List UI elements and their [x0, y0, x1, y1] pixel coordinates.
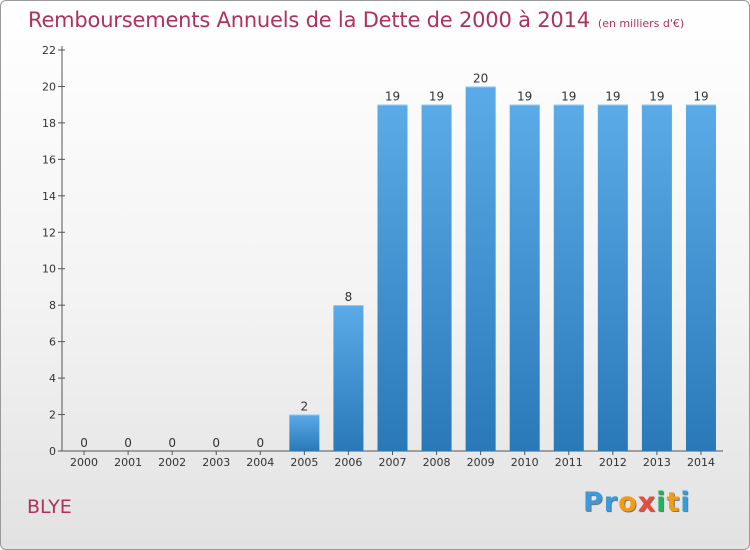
y-tick-label: 20: [42, 80, 56, 93]
y-tick-label: 4: [49, 372, 56, 385]
x-tick-label: 2009: [467, 456, 495, 469]
value-label: 19: [649, 90, 664, 104]
place-name: BLYE: [27, 496, 72, 518]
x-tick-label: 2001: [114, 456, 142, 469]
y-tick-label: 18: [42, 117, 56, 130]
chart-subtitle: (en milliers d'€): [597, 17, 685, 30]
value-label: 8: [345, 290, 353, 304]
x-tick-label: 2000: [70, 456, 98, 469]
y-tick-label: 8: [49, 299, 56, 312]
bar-2012: [597, 104, 628, 451]
logo-letter: i: [680, 487, 691, 518]
value-label: 0: [168, 436, 176, 450]
value-label: 20: [473, 71, 488, 85]
y-tick-label: 14: [42, 190, 56, 203]
bar-2010: [509, 104, 540, 451]
x-tick-label: 2011: [555, 456, 583, 469]
value-label: 19: [385, 90, 400, 104]
x-tick-label: 2005: [290, 456, 318, 469]
value-label: 0: [212, 436, 220, 450]
x-tick-label: 2012: [599, 456, 627, 469]
y-tick-label: 6: [49, 336, 56, 349]
x-tick-label: 2002: [158, 456, 186, 469]
value-label: 0: [80, 436, 88, 450]
y-tick-label: 10: [42, 263, 56, 276]
x-tick-label: 2003: [202, 456, 230, 469]
x-tick-label: 2006: [334, 456, 362, 469]
value-label: 19: [429, 90, 444, 104]
chart-labels: 0246810121416182022200002001020020200302…: [42, 44, 715, 469]
value-label: 19: [517, 90, 532, 104]
x-tick-label: 2010: [511, 456, 539, 469]
bar-2005: [289, 414, 320, 451]
logo-letter: r: [603, 487, 619, 518]
y-tick-label: 22: [42, 44, 56, 57]
bar-2011: [553, 104, 584, 451]
logo-letter: t: [666, 487, 681, 518]
chart-bars: [69, 86, 716, 452]
x-tick-label: 2007: [379, 456, 407, 469]
y-tick-label: 2: [49, 409, 56, 422]
value-label: 19: [693, 90, 708, 104]
logo-letter: i: [656, 487, 667, 518]
y-tick-label: 16: [42, 153, 56, 166]
bar-2013: [641, 104, 672, 451]
bar-2008: [421, 104, 452, 451]
bar-2007: [377, 104, 408, 451]
value-label: 2: [301, 400, 309, 414]
logo-letter: P: [583, 487, 604, 518]
bar-2014: [685, 104, 716, 451]
x-tick-label: 2013: [643, 456, 671, 469]
value-label: 19: [605, 90, 620, 104]
proxiti-logo: Proxiti: [583, 487, 691, 518]
bar-2006: [333, 305, 364, 451]
bar-2009: [465, 86, 496, 452]
chart-title: Remboursements Annuels de la Dette de 20…: [28, 8, 590, 32]
value-label: 19: [561, 90, 576, 104]
x-tick-label: 2008: [423, 456, 451, 469]
x-tick-label: 2014: [687, 456, 715, 469]
value-label: 0: [256, 436, 264, 450]
logo-letter: x: [637, 487, 657, 518]
x-tick-label: 2004: [246, 456, 274, 469]
chart-title-row: Remboursements Annuels de la Dette de 20…: [28, 8, 684, 32]
y-tick-label: 0: [49, 445, 56, 458]
y-tick-label: 12: [42, 226, 56, 239]
value-label: 0: [124, 436, 132, 450]
logo-letter: o: [618, 487, 638, 518]
